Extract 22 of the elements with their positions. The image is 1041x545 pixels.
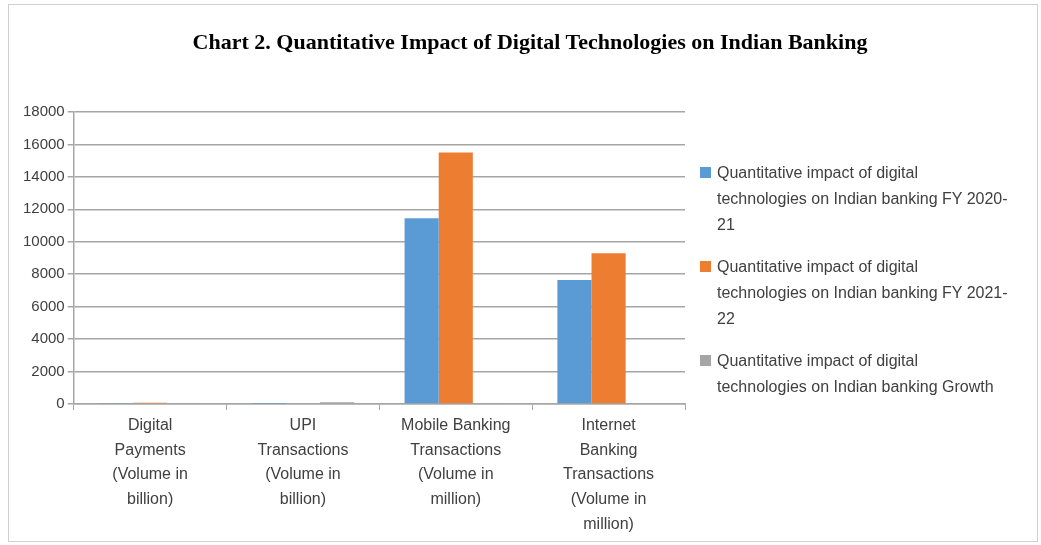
y-tick-label: 8000: [31, 264, 65, 282]
bar: [591, 253, 626, 404]
x-tick-label: Digital Payments (Volume in billion): [112, 415, 188, 508]
y-tick-label: 2000: [31, 361, 65, 379]
y-tick-label: 16000: [22, 134, 65, 152]
y-tick-label: 18000: [22, 102, 65, 120]
y-tick-label: 4000: [31, 329, 65, 347]
legend-label: Quantitative impact of digital technologies on Indian banking FY 2020-21: [717, 163, 1009, 235]
y-tick-label: 0: [56, 394, 65, 412]
chart-title: Chart 2. Quantitative Impact of Digital Technologies on Indian Banking: [191, 28, 869, 56]
y-tick-label: 6000: [31, 296, 65, 314]
bar: [438, 152, 473, 404]
bar: [557, 279, 592, 404]
y-tick-label: 12000: [22, 199, 65, 217]
legend-label: Quantitative impact of digital technologies on Indian banking FY 2021-22: [717, 257, 1009, 329]
x-tick-label: UPI Transactions (Volume in billion): [257, 415, 349, 508]
x-tick-label: Internet Banking Transactions (Volume in million): [563, 415, 655, 533]
legend-label: Quantitative impact of digital technologies on Indian banking Growth: [717, 351, 995, 397]
y-tick-label: 10000: [22, 231, 65, 249]
x-tick-label: Mobile Banking Transactions (Volume in million): [401, 415, 511, 508]
y-tick-label: 14000: [22, 167, 65, 185]
bar: [404, 218, 439, 404]
